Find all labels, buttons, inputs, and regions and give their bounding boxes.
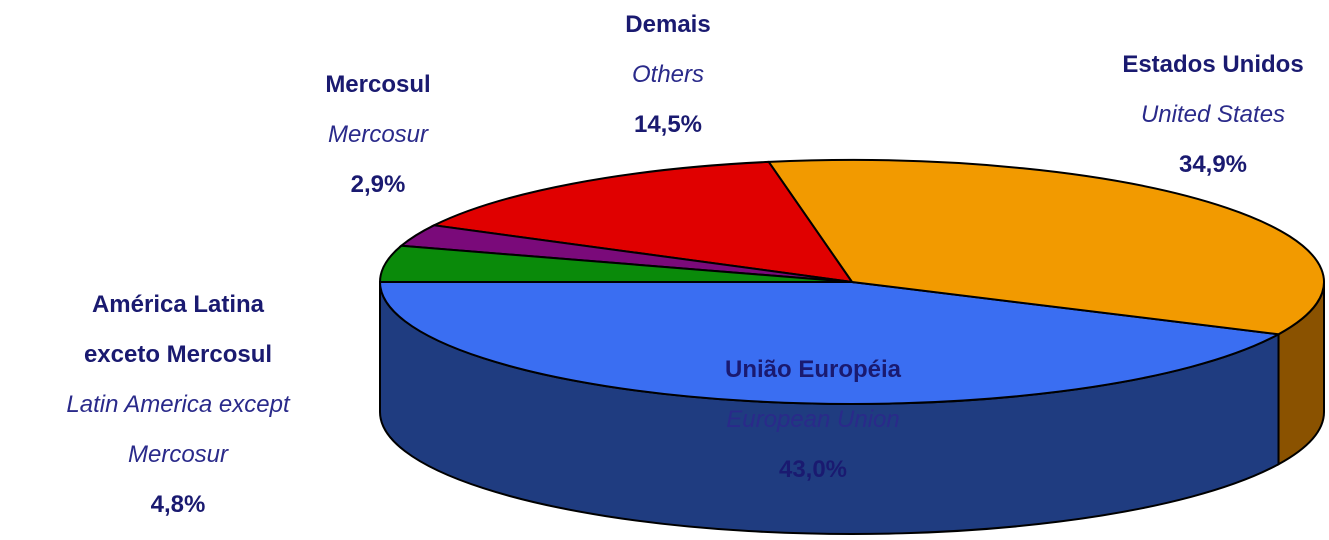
slice-label: União Européia European Union 43,0% [643, 345, 983, 495]
slice-label: Estados Unidos United States 34,9% [1043, 40, 1329, 190]
english-label: Mercosur [327, 121, 429, 148]
english-label: United States [1140, 101, 1286, 128]
category-label: Demais [625, 11, 711, 38]
value-label: 14,5% [633, 111, 703, 138]
english-label: European Union [726, 406, 900, 433]
category-label: Mercosul [325, 71, 431, 98]
english-label: Others [631, 61, 705, 88]
value-label: 4,8% [150, 491, 206, 518]
pie-slice [378, 244, 853, 283]
slice-label: Demais Others 14,5% [498, 0, 838, 150]
pie-slice [378, 281, 1282, 405]
english-label: Latin America except Mercosur [66, 391, 290, 468]
value-label: 2,9% [350, 171, 406, 198]
slice-label: Mercosul Mercosur 2,9% [208, 60, 548, 210]
category-label: Estados Unidos [1122, 51, 1304, 78]
pie-slice [430, 160, 855, 284]
category-label: América Latina exceto Mercosul [83, 291, 273, 368]
category-label: União Européia [724, 356, 902, 383]
pie-slice [766, 159, 1325, 336]
slice-label: América Latina exceto Mercosul Latin Amer… [8, 280, 348, 530]
value-label: 34,9% [1178, 151, 1248, 178]
value-label: 43,0% [778, 456, 848, 483]
